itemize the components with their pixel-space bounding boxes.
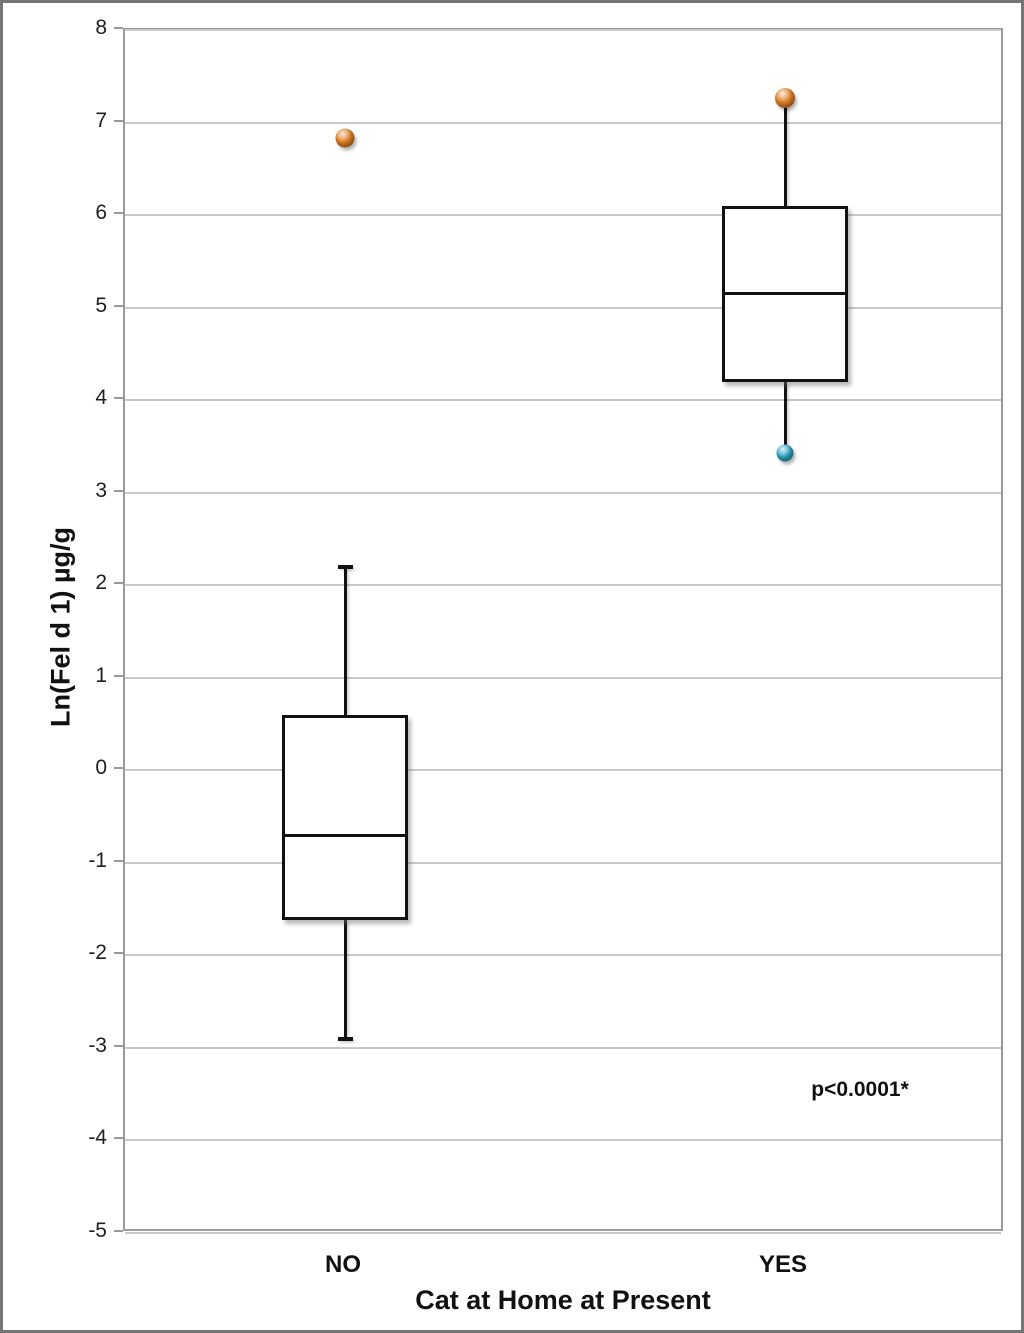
upper-whisker-cap — [337, 564, 353, 569]
y-tick-label: 0 — [95, 756, 107, 780]
p-value-annotation: p<0.0001* — [811, 1078, 909, 1101]
y-tick-mark — [114, 212, 123, 215]
y-tick-mark — [114, 119, 123, 122]
gridline — [125, 861, 1001, 864]
y-tick-mark — [114, 582, 123, 585]
upper-whisker — [783, 97, 787, 206]
y-tick-mark — [114, 1044, 123, 1047]
y-tick-mark — [114, 27, 123, 29]
y-axis-title: Ln(Fel d 1) µg/g — [45, 526, 76, 728]
gridline — [125, 769, 1001, 772]
lower-whisker-cap — [337, 1036, 353, 1041]
y-tick-mark — [114, 397, 123, 400]
y-tick-mark — [114, 1137, 123, 1140]
plot-area — [123, 28, 1003, 1234]
y-tick-mark — [114, 304, 123, 307]
y-tick-label: 8 — [95, 16, 107, 39]
data-point-marker — [335, 128, 355, 148]
gridline — [125, 954, 1001, 957]
y-tick-mark — [114, 767, 123, 770]
lower-whisker — [343, 920, 347, 1039]
iqr-box — [282, 714, 408, 921]
gridline — [125, 306, 1001, 309]
data-point-marker — [776, 444, 794, 462]
median-line — [282, 833, 408, 837]
gridline — [125, 399, 1001, 402]
median-line — [722, 292, 848, 296]
y-tick-mark — [114, 674, 123, 677]
y-tick-label: 5 — [95, 293, 107, 317]
y-tick-label: -3 — [88, 1033, 107, 1057]
y-tick-label: 2 — [95, 571, 107, 595]
gridline — [125, 491, 1001, 494]
x-category-label: NO — [325, 1251, 361, 1278]
y-tick-label: 1 — [95, 663, 107, 687]
gridline — [125, 584, 1001, 587]
data-point-marker — [775, 87, 795, 108]
y-tick-mark — [114, 952, 123, 955]
y-tick-label: 3 — [95, 478, 107, 502]
y-tick-label: -4 — [88, 1126, 107, 1150]
x-axis-title: Cat at Home at Present — [415, 1285, 711, 1315]
gridline — [125, 1046, 1001, 1049]
gridline — [125, 121, 1001, 124]
y-tick-label: 4 — [95, 386, 107, 410]
y-tick-label: -2 — [88, 941, 107, 965]
gridline — [125, 1139, 1001, 1142]
upper-whisker — [343, 566, 347, 715]
y-tick-mark — [114, 1230, 123, 1232]
x-category-label: YES — [758, 1251, 808, 1278]
gridline — [125, 1232, 1001, 1234]
y-tick-label: 7 — [95, 108, 107, 132]
gridline — [125, 676, 1001, 679]
y-tick-label: -5 — [88, 1219, 107, 1242]
y-tick-mark — [114, 489, 123, 492]
lower-whisker — [783, 381, 787, 453]
gridline — [125, 214, 1001, 217]
y-tick-mark — [114, 859, 123, 862]
y-tick-label: -1 — [88, 848, 107, 872]
gridline — [125, 29, 1001, 31]
y-tick-label: 6 — [95, 201, 107, 225]
